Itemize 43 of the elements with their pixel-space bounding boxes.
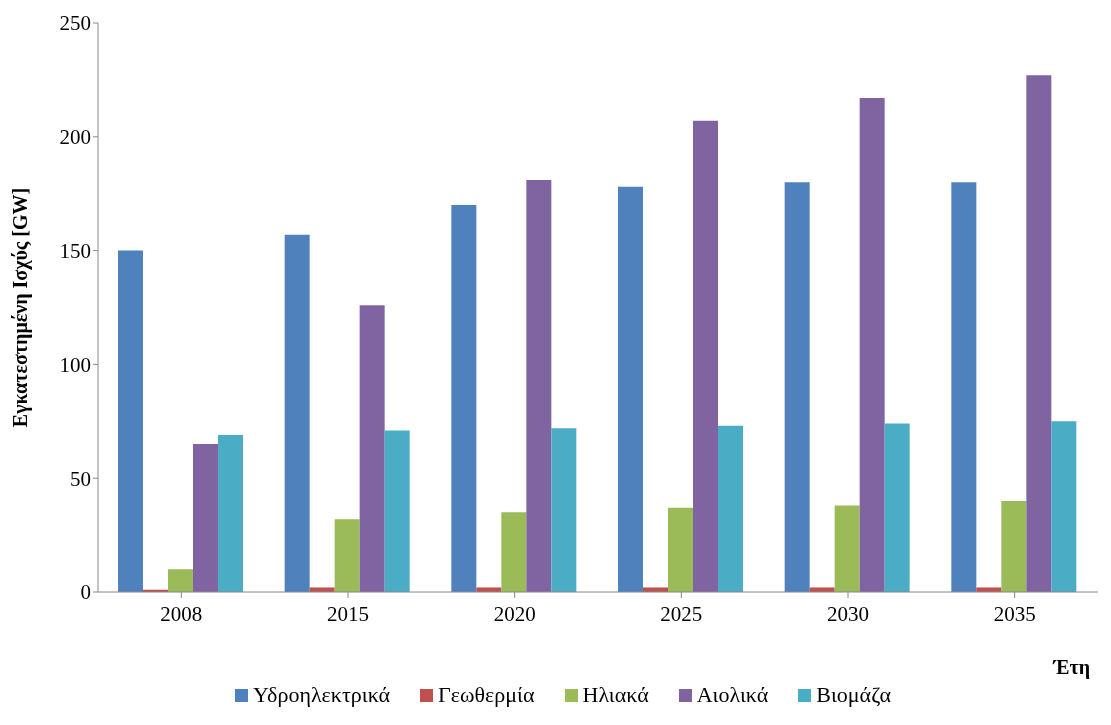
y-tick-label: 200 bbox=[59, 125, 91, 150]
bar bbox=[951, 182, 977, 592]
y-tick-label: 50 bbox=[70, 466, 91, 491]
bar bbox=[1026, 75, 1052, 592]
legend-label: Υδροηλεκτρικά bbox=[252, 682, 391, 708]
x-axis-title: Έτη bbox=[1052, 656, 1090, 679]
bar bbox=[668, 507, 693, 592]
bar bbox=[118, 250, 143, 592]
bar bbox=[168, 569, 193, 592]
legend-label: Γεωθερμία bbox=[437, 682, 535, 708]
bar bbox=[618, 186, 643, 592]
bar bbox=[1051, 421, 1077, 592]
x-tick-label: 2035 bbox=[993, 601, 1036, 626]
bar bbox=[718, 425, 743, 592]
y-tick-label: 150 bbox=[59, 239, 91, 264]
x-tick-label: 2015 bbox=[327, 601, 369, 626]
bar bbox=[501, 512, 527, 592]
bar bbox=[334, 519, 360, 592]
x-tick-label: 2025 bbox=[660, 601, 703, 626]
legend-label: Βιομάζα bbox=[815, 682, 891, 708]
bar bbox=[451, 205, 477, 592]
bar bbox=[859, 98, 885, 592]
x-tick-label: 2008 bbox=[160, 601, 203, 626]
x-tick-label: 2030 bbox=[827, 601, 869, 626]
bar bbox=[284, 234, 310, 592]
bar bbox=[1001, 500, 1027, 592]
bar bbox=[384, 430, 410, 592]
bar bbox=[884, 423, 910, 592]
y-tick-label: 0 bbox=[80, 580, 91, 605]
bar bbox=[551, 428, 577, 592]
y-tick-label: 100 bbox=[59, 352, 91, 377]
bar bbox=[218, 434, 243, 592]
bar bbox=[784, 182, 810, 592]
legend-label: Ηλιακά bbox=[581, 682, 649, 708]
bar bbox=[193, 444, 218, 592]
y-axis-title: Εγκατεστημένη Ισχύς [GW] bbox=[9, 187, 33, 428]
x-tick-label: 2020 bbox=[493, 601, 536, 626]
legend-label: Αιολικά bbox=[695, 682, 769, 708]
bar bbox=[834, 505, 860, 592]
bar bbox=[693, 120, 718, 592]
bar bbox=[359, 305, 385, 592]
y-tick-label: 250 bbox=[59, 11, 91, 36]
bar bbox=[526, 180, 552, 592]
